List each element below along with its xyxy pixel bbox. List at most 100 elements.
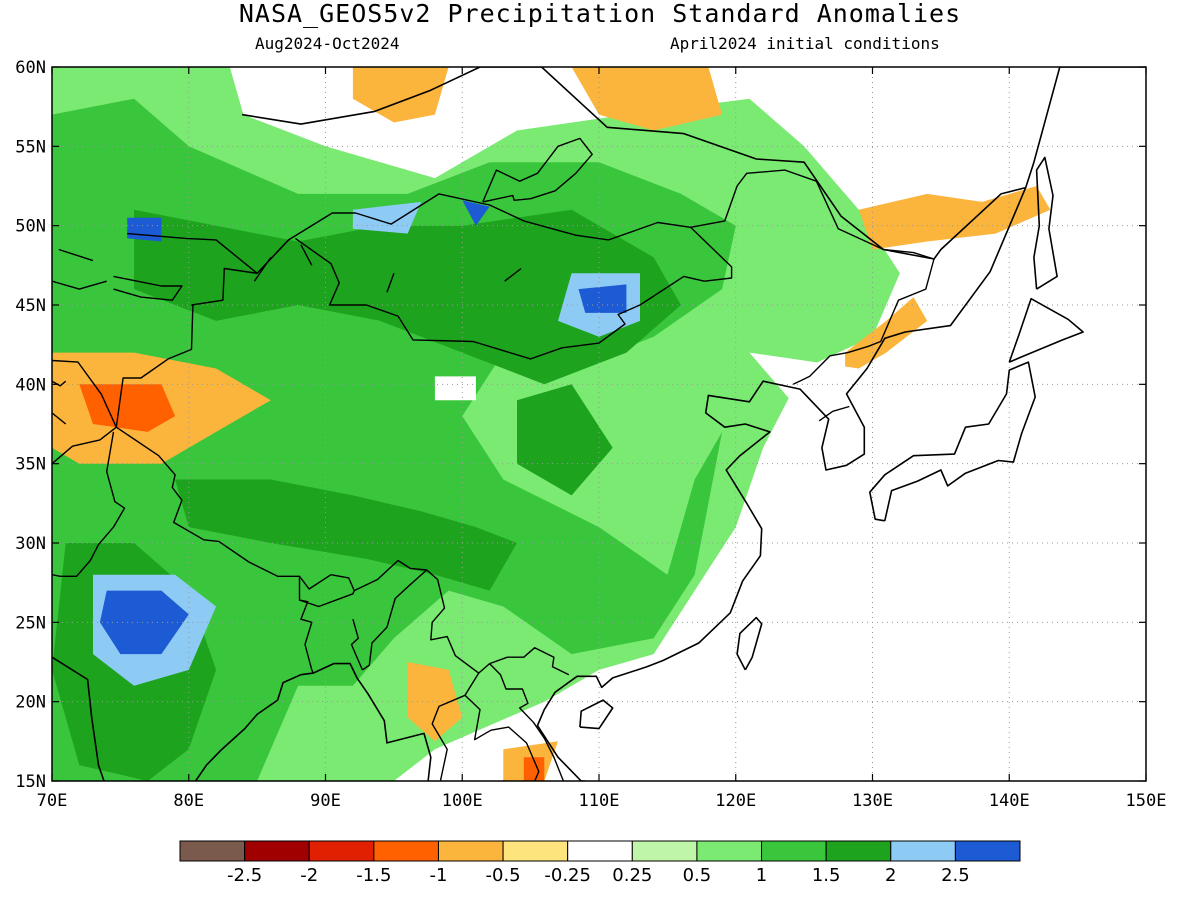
anomaly-region	[407, 662, 463, 742]
country-border	[350, 619, 364, 671]
coastline	[868, 361, 1036, 522]
colorbar-swatch	[179, 840, 246, 862]
country-border	[464, 694, 540, 781]
country-border	[52, 426, 117, 465]
colorbar-swatch	[502, 840, 569, 862]
latitude-tick-label: 60N	[15, 58, 46, 78]
colorbar-swatch	[244, 840, 310, 862]
colorbar-label: 0.5	[683, 865, 712, 886]
anomaly-region	[352, 201, 422, 234]
anomaly-region	[749, 352, 859, 401]
colorbar-label: -2.5	[227, 865, 262, 886]
latitude-tick-label: 55N	[15, 137, 46, 157]
colorbar-label: 2.5	[941, 865, 970, 886]
colorbar-label: 1	[756, 865, 767, 886]
coastlines	[52, 67, 1146, 781]
anomaly-fill-layer	[52, 67, 1146, 781]
latitude-tick-label: 50N	[15, 217, 46, 237]
longitude-tick-label: 140E	[989, 791, 1030, 811]
anomaly-region	[571, 67, 723, 131]
coastline	[736, 616, 763, 671]
colorbar-label: 1.5	[812, 865, 841, 886]
colorbar-label: -0.5	[486, 865, 521, 886]
longitude-tick-label: 70E	[37, 791, 68, 811]
country-border	[58, 248, 94, 262]
anomaly-region	[127, 217, 162, 242]
country-border	[299, 599, 314, 674]
colorbar-swatch	[890, 840, 956, 862]
country-border	[298, 576, 355, 608]
country-border	[300, 244, 313, 266]
coastline	[52, 656, 105, 781]
country-border	[52, 280, 107, 290]
country-border	[253, 257, 272, 282]
colorbar-swatch	[631, 840, 698, 862]
anomaly-region	[578, 284, 627, 313]
country-border	[431, 672, 480, 781]
anomaly-region	[886, 289, 1146, 369]
coastline	[536, 187, 1027, 781]
colorbar: -2.5 -2 -1.5 -1 -0.5 -0.25 0.25 0.5 1 1.5 2 2.5	[179, 840, 1021, 886]
country-border	[482, 137, 593, 203]
colorbar-swatch	[696, 840, 763, 862]
coastline	[1033, 156, 1058, 290]
colorbar-label: 2	[885, 865, 896, 886]
country-borders	[52, 137, 935, 781]
country-border	[489, 663, 565, 781]
latitude-tick-label: 15N	[15, 772, 46, 792]
coastline	[194, 662, 432, 781]
latitude-tick-label: 20N	[15, 693, 46, 713]
country-border	[52, 380, 67, 387]
colorbar-label: 0.25	[612, 865, 652, 886]
anomaly-region	[134, 209, 682, 385]
country-border	[362, 569, 428, 671]
colorbar-label: -1	[429, 865, 447, 886]
country-border	[294, 226, 733, 360]
colorbar-swatch	[954, 840, 1021, 862]
anomaly-region	[523, 757, 545, 781]
colorbar-swatch	[825, 840, 892, 862]
longitude-tick-label: 150E	[1126, 791, 1167, 811]
latitude-tick-label: 40N	[15, 375, 46, 395]
longitude-tick-label: 80E	[173, 791, 204, 811]
country-border	[792, 340, 881, 385]
country-border	[818, 405, 850, 422]
colorbar-swatch	[373, 840, 439, 862]
longitude-tick-label: 130E	[852, 791, 893, 811]
anomaly-region	[175, 479, 517, 591]
latitude-axis: 15N 20N 25N 30N 35N 40N 45N 50N 55N 60N	[15, 58, 1146, 792]
country-border	[386, 273, 395, 293]
latitude-tick-label: 30N	[15, 534, 46, 554]
coastline	[241, 67, 1146, 260]
anomaly-region	[517, 384, 613, 496]
country-border	[115, 426, 570, 676]
longitude-tick-label: 100E	[442, 791, 483, 811]
longitude-axis: 70E 80E 90E 100E 110E 120E 130E 140E 150E	[37, 67, 1167, 811]
anomaly-region	[99, 590, 189, 655]
country-border	[52, 431, 126, 577]
latitude-tick-label: 25N	[15, 613, 46, 633]
coastline	[1008, 297, 1084, 363]
colorbar-label: -1.5	[356, 865, 391, 886]
longitude-tick-label: 120E	[715, 791, 756, 811]
latitude-tick-label: 35N	[15, 455, 46, 475]
colorbar-swatch	[761, 840, 827, 862]
anomaly-region	[352, 67, 449, 123]
longitude-tick-label: 110E	[579, 791, 620, 811]
country-border	[127, 169, 935, 342]
country-border	[52, 359, 117, 428]
coastline	[579, 699, 614, 730]
country-border	[113, 275, 183, 301]
anomaly-region	[434, 376, 476, 401]
forecast-period: Aug2024-Oct2024	[255, 34, 400, 53]
anomaly-region	[845, 297, 928, 377]
anomaly-region	[858, 186, 1051, 250]
latitude-tick-label: 45N	[15, 296, 46, 316]
country-border	[52, 412, 67, 425]
colorbar-label: -0.25	[544, 865, 591, 886]
longitude-tick-label: 90E	[310, 791, 341, 811]
gridlines	[52, 67, 1146, 781]
colorbar-swatch	[567, 840, 633, 862]
colorbar-swatch	[308, 840, 375, 862]
country-border	[504, 267, 522, 282]
